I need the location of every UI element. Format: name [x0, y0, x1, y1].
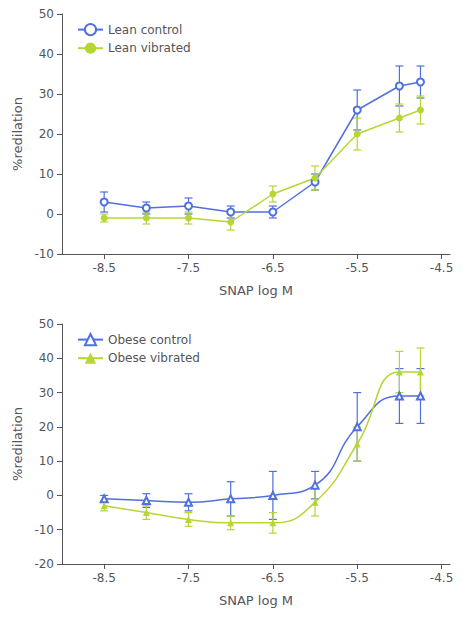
svg-text:-4.5: -4.5 — [430, 571, 453, 585]
svg-text:10: 10 — [39, 167, 54, 181]
svg-text:Lean vibrated: Lean vibrated — [108, 41, 191, 55]
svg-text:20: 20 — [39, 127, 54, 141]
svg-text:-5.5: -5.5 — [346, 571, 369, 585]
svg-text:40: 40 — [39, 351, 54, 365]
svg-text:Obese control: Obese control — [108, 333, 192, 347]
svg-text:-6.5: -6.5 — [261, 571, 284, 585]
svg-text:10: 10 — [39, 454, 54, 468]
svg-text:-10: -10 — [34, 523, 54, 537]
svg-text:0: 0 — [46, 488, 54, 502]
svg-text:-4.5: -4.5 — [430, 261, 453, 275]
svg-text:-8.5: -8.5 — [92, 571, 115, 585]
svg-text:-20: -20 — [34, 557, 54, 571]
svg-text:%redilation: %redilation — [10, 97, 25, 171]
svg-text:-7.5: -7.5 — [177, 571, 200, 585]
svg-text:30: 30 — [39, 386, 54, 400]
svg-text:-8.5: -8.5 — [92, 261, 115, 275]
svg-text:-7.5: -7.5 — [177, 261, 200, 275]
svg-text:SNAP log M: SNAP log M — [219, 283, 293, 298]
svg-text:SNAP log M: SNAP log M — [219, 593, 293, 608]
svg-text:40: 40 — [39, 47, 54, 61]
svg-text:%redilation: %redilation — [10, 407, 25, 481]
svg-text:-5.5: -5.5 — [346, 261, 369, 275]
svg-text:Obese vibrated: Obese vibrated — [108, 351, 200, 365]
svg-text:20: 20 — [39, 420, 54, 434]
svg-text:-6.5: -6.5 — [261, 261, 284, 275]
svg-text:-10: -10 — [34, 247, 54, 261]
svg-text:50: 50 — [39, 317, 54, 331]
svg-text:0: 0 — [46, 207, 54, 221]
svg-text:Lean control: Lean control — [108, 23, 182, 37]
svg-text:50: 50 — [39, 7, 54, 21]
svg-text:30: 30 — [39, 87, 54, 101]
